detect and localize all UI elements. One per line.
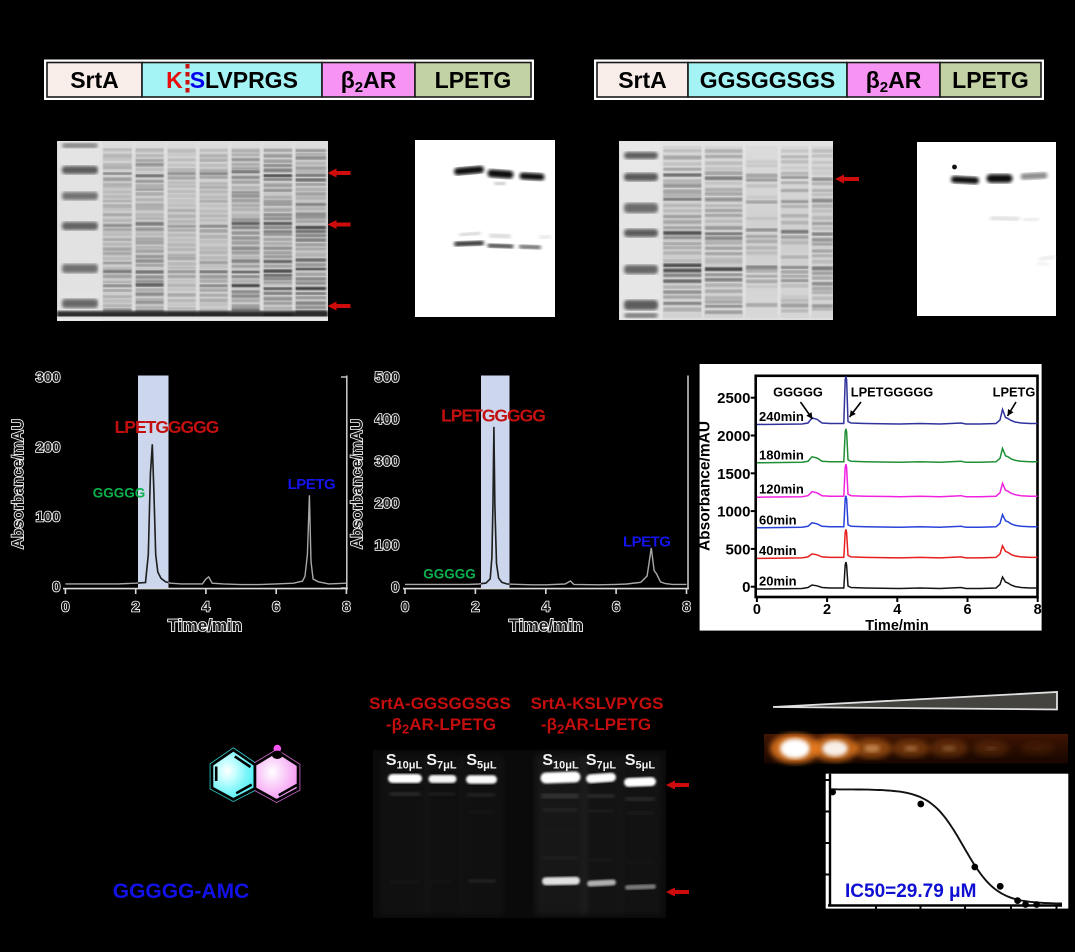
svg-text:LPETG: LPETG xyxy=(993,385,1036,400)
svg-text:6: 6 xyxy=(612,599,620,616)
svg-text:GGGGG-AMC: GGGGG-AMC xyxy=(113,880,250,903)
svg-text:100: 100 xyxy=(35,509,60,526)
svg-text:Time/min: Time/min xyxy=(509,616,583,635)
svg-text:8: 8 xyxy=(1034,602,1042,618)
svg-text:8: 8 xyxy=(342,599,350,616)
svg-text:20min: 20min xyxy=(759,574,797,589)
svg-text:0: 0 xyxy=(742,579,750,596)
svg-text:-β2AR-LPETG: -β2AR-LPETG xyxy=(541,715,651,737)
svg-text:0: 0 xyxy=(61,599,69,616)
svg-text:6: 6 xyxy=(963,602,971,618)
svg-text:LPETGGGGG: LPETGGGGG xyxy=(441,406,545,426)
svg-text:240min: 240min xyxy=(759,409,804,424)
svg-text:100: 100 xyxy=(374,537,399,554)
svg-text:SrtA: SrtA xyxy=(618,67,667,93)
svg-text:0: 0 xyxy=(391,579,399,596)
svg-text:2: 2 xyxy=(131,599,139,616)
svg-text:2: 2 xyxy=(823,602,831,618)
svg-text:6: 6 xyxy=(272,599,280,616)
svg-text:LPETG: LPETG xyxy=(288,476,336,493)
svg-text:500: 500 xyxy=(374,369,399,386)
svg-text:Time/min: Time/min xyxy=(865,618,928,634)
svg-text:1000: 1000 xyxy=(717,504,750,521)
svg-text:IC50=29.79 μM: IC50=29.79 μM xyxy=(845,881,977,902)
svg-text:0: 0 xyxy=(401,599,409,616)
svg-text:Absorbance/mAU: Absorbance/mAU xyxy=(697,421,714,551)
svg-text:200: 200 xyxy=(35,439,60,456)
svg-text:SrtA-GGSGGSGS: SrtA-GGSGGSGS xyxy=(369,694,511,713)
svg-text:Absorbance/mAU: Absorbance/mAU xyxy=(10,419,27,549)
svg-text:Time/min: Time/min xyxy=(168,616,242,635)
svg-text:SrtA-KSLVPYGS: SrtA-KSLVPYGS xyxy=(531,694,664,713)
svg-text:2500: 2500 xyxy=(717,390,750,407)
svg-text:LPETGGGGG: LPETGGGGG xyxy=(115,417,219,437)
svg-text:40min: 40min xyxy=(759,543,797,558)
svg-text:0: 0 xyxy=(753,602,761,618)
svg-text:β2AR: β2AR xyxy=(866,67,922,96)
svg-text:200: 200 xyxy=(374,495,399,512)
svg-text:500: 500 xyxy=(725,541,750,558)
svg-text:LPETGGGGG: LPETGGGGG xyxy=(851,385,934,400)
svg-text:120min: 120min xyxy=(759,482,804,497)
svg-text:LPETG: LPETG xyxy=(952,67,1029,93)
svg-text:400: 400 xyxy=(374,411,399,428)
svg-text:LPETG: LPETG xyxy=(435,67,512,93)
svg-text:SrtA: SrtA xyxy=(70,67,119,93)
svg-text:2: 2 xyxy=(471,599,479,616)
svg-text:300: 300 xyxy=(374,453,399,470)
svg-text:GGGGG: GGGGG xyxy=(93,486,146,501)
svg-text:-β2AR-LPETG: -β2AR-LPETG xyxy=(386,715,496,737)
svg-text:4: 4 xyxy=(893,602,901,618)
svg-text:4: 4 xyxy=(542,599,551,616)
svg-text:1500: 1500 xyxy=(717,466,750,483)
svg-text:LPETG: LPETG xyxy=(623,534,671,551)
svg-text:GGGGG: GGGGG xyxy=(773,385,823,400)
svg-text:60min: 60min xyxy=(759,512,797,527)
svg-text:8: 8 xyxy=(682,599,690,616)
svg-text:GGGGG: GGGGG xyxy=(423,567,476,582)
svg-text:300: 300 xyxy=(35,369,60,386)
svg-text:180min: 180min xyxy=(759,447,804,462)
svg-text:0: 0 xyxy=(52,579,60,596)
svg-text:GGSGGSGS: GGSGGSGS xyxy=(700,67,835,93)
svg-text:2000: 2000 xyxy=(717,428,750,445)
svg-text:Absorbance/mAU: Absorbance/mAU xyxy=(349,419,366,549)
svg-text:β2AR: β2AR xyxy=(341,67,397,96)
svg-text:4: 4 xyxy=(202,599,211,616)
